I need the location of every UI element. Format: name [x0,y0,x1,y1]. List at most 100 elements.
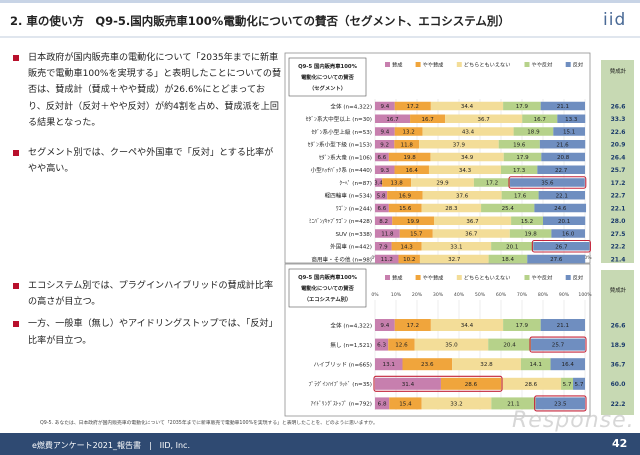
total-value: 17.2 [611,180,626,187]
bar-segment [533,242,590,251]
company-logo: iid [603,10,627,30]
data-label: 5.7 [575,382,584,388]
category-label: SUV (n=338) [335,232,372,238]
category-label: 全体 (n=4,322) [330,102,372,110]
data-label: 34.9 [461,155,474,161]
bar-segment [501,377,562,390]
data-label: 13.1 [383,362,396,368]
data-label: 6.6 [378,206,387,212]
data-label: 6.3 [377,343,386,349]
bar-segment [543,216,586,225]
bar-segment [375,165,395,174]
total-value: 26.6 [611,103,626,110]
bar-segment [488,254,528,264]
legend-swatch [456,62,462,67]
tick-label: 60% [496,292,507,298]
bar-segment [440,377,501,390]
bar-segment [375,178,383,187]
bar-segment [421,397,492,410]
category-label: ｱｲﾄﾞﾘﾝｸﾞｽﾄｯﾌﾟ (n=792) [311,401,372,408]
data-label: 11.8 [401,142,414,148]
data-label: 14.3 [400,244,413,250]
footer-bar [0,433,640,455]
data-label: 17.9 [516,155,529,161]
total-value: 26.6 [611,322,626,329]
category-label: ｾﾀﾞﾝ系小型下級 (n=153) [308,141,372,149]
data-label: 36.7 [465,232,478,238]
data-label: 17.2 [407,104,419,110]
bar-segment [375,114,411,123]
bullet-item: セグメント別では、クーペや外国車で「反対」とする比率がやや高い。 [12,145,282,177]
bar-segment [553,127,585,136]
data-label: 9.2 [380,142,389,148]
chart-title-line: （セグメント） [309,84,346,92]
data-label: 20.4 [503,343,516,349]
category-label: 外国車 (n=442) [330,243,372,251]
data-label: 13.3 [565,117,578,123]
data-label: 43.4 [462,130,475,136]
data-label: 28.3 [445,206,458,212]
highlight-box [531,239,591,253]
chart-segment: Q9-5 国内販売車100% 電動化についての賛否 （セグメント） 賛成 やや賛成 どちら… [284,52,634,264]
data-label: 20.1 [558,219,570,225]
data-label: 11.2 [381,257,393,263]
bar-segment [389,397,422,410]
data-label: 21.1 [557,104,569,110]
tick-label: 10% [391,292,402,298]
data-label: 26.7 [555,244,568,250]
bar-segment [375,127,395,136]
bar-segment [430,319,504,331]
legend-swatch [565,62,571,67]
bar-segment [394,101,431,111]
data-label: 16.7 [421,117,434,123]
category-label: ﾌﾟﾗｸﾞｲﾝﾊｲﾌﾞﾘｯﾄﾞ (n=35) [309,381,372,388]
data-label: 23.6 [421,362,434,368]
bar-segment [430,152,504,162]
total-value: 22.2 [611,244,626,251]
data-label: 15.2 [521,219,533,225]
data-label: 9.4 [380,104,389,110]
bar-segment [540,101,585,111]
data-label: 22.1 [556,193,568,199]
data-label: 21.6 [556,142,569,148]
data-label: 28.6 [465,382,478,388]
total-header: 賛成計 [610,286,627,294]
data-label: 17.9 [516,104,529,110]
data-label: 36.7 [466,219,479,225]
bullet-item: エコシステム別では、プラグインハイブリッドの賛成計比率の高さが目立つ。 [12,278,282,310]
data-label: 14.1 [530,362,543,368]
data-label: 15.7 [410,232,423,238]
total-value: 21.4 [611,256,626,263]
bar-segment [573,377,585,390]
bar-segment [375,358,403,371]
data-label: 23.5 [554,401,567,407]
bar-segment [422,191,502,200]
data-label: 8.2 [379,219,388,225]
data-label: 19.8 [404,155,417,161]
bar-segment [392,216,435,225]
bar-segment [388,152,431,162]
bar-segment [541,152,585,162]
chart-title-line: Q9-5 国内販売車100% [298,62,357,70]
data-label: 16.4 [406,168,419,174]
data-label: 17.2 [407,323,419,329]
bar-segment [375,216,393,225]
total-value: 33.3 [611,116,626,123]
legend-label: 反対 [573,274,583,282]
tick-label: 20% [412,292,423,298]
data-label: 21.1 [507,401,520,407]
bar-segment [522,114,558,123]
chart-title-line: 電動化についての賛否 [301,284,355,292]
data-label: 3.4 [374,181,383,187]
bar-segment [375,101,395,111]
watermark: Response. [512,408,635,433]
data-label: 19.9 [407,219,420,225]
bar-segment [557,114,586,123]
bar-segment [422,127,514,136]
total-value: 22.7 [611,193,626,200]
data-label: 33.1 [450,244,462,250]
total-value: 22.1 [611,205,626,212]
bar-segment [434,216,512,225]
chart-title-line: （エコシステム別） [304,295,352,303]
